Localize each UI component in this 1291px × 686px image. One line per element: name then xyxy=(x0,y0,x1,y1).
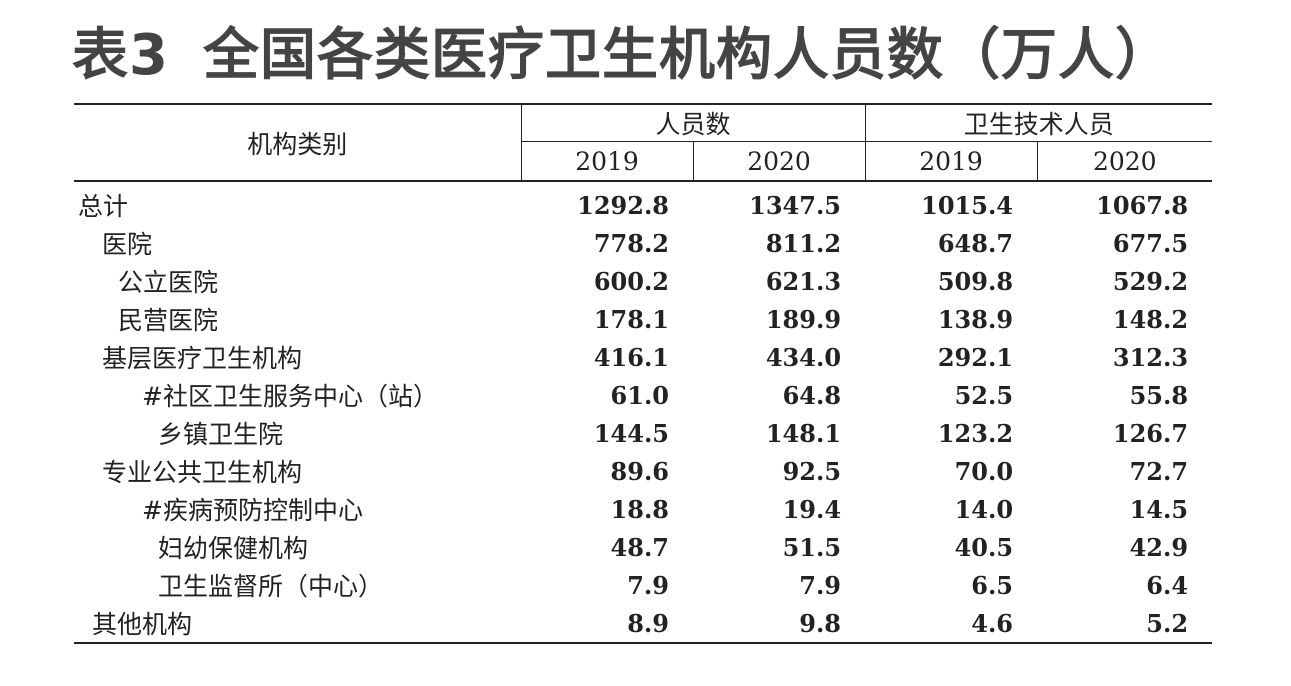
row-value-cell: 72.7 xyxy=(1129,456,1189,486)
row-value-cell: 5.2 xyxy=(1037,604,1213,644)
row-category-name: 基层医疗卫生机构 xyxy=(102,344,303,373)
table-row: 医院 778.2 811.2 648.7 677.5 xyxy=(74,224,1212,262)
row-value-cell: 677.5 xyxy=(1112,228,1189,258)
row-value-cell: 434.0 xyxy=(765,342,842,372)
row-value-cell: 123.2 xyxy=(937,418,1014,448)
row-value-cell: 19.4 xyxy=(782,494,842,524)
table-title-text: 全国各类医疗卫生机构人员数（万人） xyxy=(202,23,1172,88)
row-value-cell: 416.1 xyxy=(593,342,669,372)
row-value-cell: 1292.8 xyxy=(577,190,669,220)
row-category-name: #社区卫生服务中心（站） xyxy=(142,382,438,411)
row-category-name: 妇幼保健机构 xyxy=(158,534,309,563)
table-row: #疾病预防控制中心 18.8 19.4 14.0 14.5 xyxy=(74,490,1212,528)
row-value-cell: 48.7 xyxy=(610,532,669,562)
row-category-name: #疾病预防控制中心 xyxy=(142,496,363,525)
row-value-cell: 92.5 xyxy=(782,456,842,486)
row-value-cell: 509.8 xyxy=(937,266,1014,296)
row-value-cell: 144.5 xyxy=(593,418,669,448)
row-value-cell: 7.9 xyxy=(799,570,842,600)
row-category-name: 公立医院 xyxy=(118,268,219,297)
row-value-cell: 178.1 xyxy=(593,304,669,334)
row-value-cell: 126.7 xyxy=(1112,418,1189,448)
row-value-cell: 1067.8 xyxy=(1096,190,1189,220)
year-header: 2019 xyxy=(521,141,693,182)
table-row: 总计 1292.8 1347.5 1015.4 1067.8 xyxy=(74,181,1212,224)
category-header: 机构类别 xyxy=(74,103,522,182)
row-value-cell: 778.2 xyxy=(593,228,669,258)
row-category-name: 总计 xyxy=(78,192,129,221)
staff-count-group-header: 人员数 xyxy=(521,103,866,142)
row-value-cell: 42.9 xyxy=(1129,532,1189,562)
row-value-cell: 600.2 xyxy=(593,266,669,296)
row-category-name: 其他机构 xyxy=(74,604,521,644)
row-value-cell: 89.6 xyxy=(610,456,669,486)
row-value-cell: 18.8 xyxy=(610,494,669,524)
row-category-name: 专业公共卫生机构 xyxy=(102,458,303,487)
row-value-cell: 148.2 xyxy=(1112,304,1189,334)
row-value-cell: 7.9 xyxy=(627,570,669,600)
year-header: 2020 xyxy=(1036,141,1213,182)
header-row-years: 2019 2020 2019 2020 xyxy=(74,141,1213,182)
row-value-cell: 14.5 xyxy=(1129,494,1189,524)
row-value-cell: 292.1 xyxy=(937,342,1014,372)
row-value-cell: 811.2 xyxy=(765,228,842,258)
row-value-cell: 1347.5 xyxy=(749,190,842,220)
row-value-cell: 529.2 xyxy=(1112,266,1189,296)
table-row: 乡镇卫生院 144.5 148.1 123.2 126.7 xyxy=(74,414,1212,452)
row-value-cell: 4.6 xyxy=(865,604,1038,644)
table-row: 卫生监督所（中心） 7.9 7.9 6.5 6.4 xyxy=(74,566,1212,604)
row-category-name: 卫生监督所（中心） xyxy=(158,572,384,601)
health-tech-staff-group-header: 卫生技术人员 xyxy=(864,103,1213,142)
row-value-cell: 61.0 xyxy=(610,380,669,410)
row-value-cell: 6.4 xyxy=(1146,570,1189,600)
row-value-cell: 55.8 xyxy=(1129,380,1189,410)
table-row: 基层医疗卫生机构 416.1 434.0 292.1 312.3 xyxy=(74,338,1212,376)
row-category-name: 医院 xyxy=(102,230,153,259)
row-value-cell: 648.7 xyxy=(937,228,1014,258)
table-row: 民营医院 178.1 189.9 138.9 148.2 xyxy=(74,300,1212,338)
header-row-groups: 机构类别 人员数 卫生技术人员 xyxy=(74,103,1213,182)
table-row: 其他机构 8.9 9.8 4.6 5.2 xyxy=(74,604,1213,644)
row-value-cell: 6.5 xyxy=(971,570,1014,600)
table-number: 表3 xyxy=(72,23,169,88)
row-value-cell: 40.5 xyxy=(954,532,1014,562)
staff-statistics-table: 机构类别 人员数 卫生技术人员 2019 2020 2019 2020 总计 12… xyxy=(74,103,1213,644)
table-row: #社区卫生服务中心（站） 61.0 64.8 52.5 55.8 xyxy=(74,376,1212,414)
row-value-cell: 14.0 xyxy=(954,494,1014,524)
row-category-name: 乡镇卫生院 xyxy=(158,420,284,449)
row-value-cell: 621.3 xyxy=(765,266,842,296)
table-body: 总计 1292.8 1347.5 1015.4 1067.8 医院 778.2 811.2 64… xyxy=(74,181,1213,644)
row-value-cell: 52.5 xyxy=(954,380,1014,410)
row-value-cell: 148.1 xyxy=(765,418,842,448)
year-header: 2020 xyxy=(692,141,866,182)
row-value-cell: 64.8 xyxy=(782,380,842,410)
table-row: 公立医院 600.2 621.3 509.8 529.2 xyxy=(74,262,1212,300)
row-value-cell: 70.0 xyxy=(954,456,1014,486)
row-value-cell: 8.9 xyxy=(521,604,693,644)
table-row: 妇幼保健机构 48.7 51.5 40.5 42.9 xyxy=(74,528,1212,566)
row-value-cell: 1015.4 xyxy=(921,190,1014,220)
table-title: 表3 全国各类医疗卫生机构人员数（万人） xyxy=(72,20,1172,92)
row-value-cell: 189.9 xyxy=(765,304,842,334)
row-value-cell: 138.9 xyxy=(937,304,1014,334)
year-header: 2019 xyxy=(864,141,1038,182)
row-category-name: 民营医院 xyxy=(118,306,219,335)
row-value-cell: 51.5 xyxy=(782,532,842,562)
table-row: 专业公共卫生机构 89.6 92.5 70.0 72.7 xyxy=(74,452,1212,490)
row-value-cell: 9.8 xyxy=(693,604,866,644)
row-value-cell: 312.3 xyxy=(1112,342,1189,372)
